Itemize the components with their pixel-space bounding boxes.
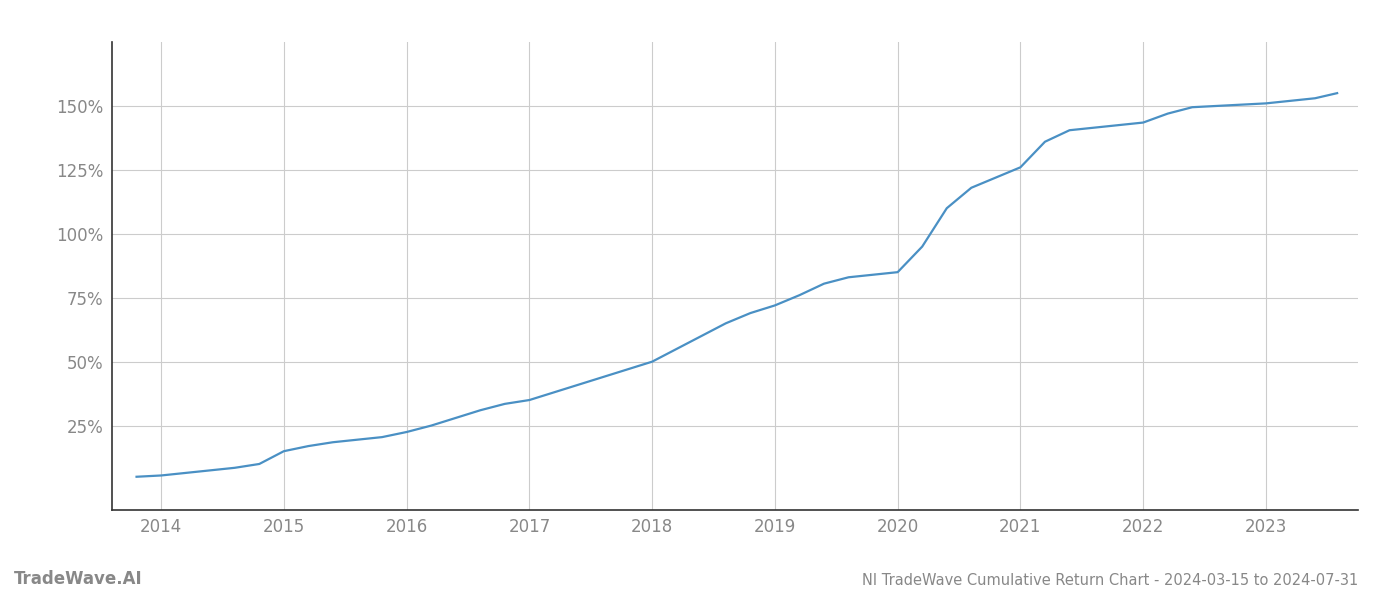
Text: NI TradeWave Cumulative Return Chart - 2024-03-15 to 2024-07-31: NI TradeWave Cumulative Return Chart - 2… [862,573,1358,588]
Text: TradeWave.AI: TradeWave.AI [14,570,143,588]
